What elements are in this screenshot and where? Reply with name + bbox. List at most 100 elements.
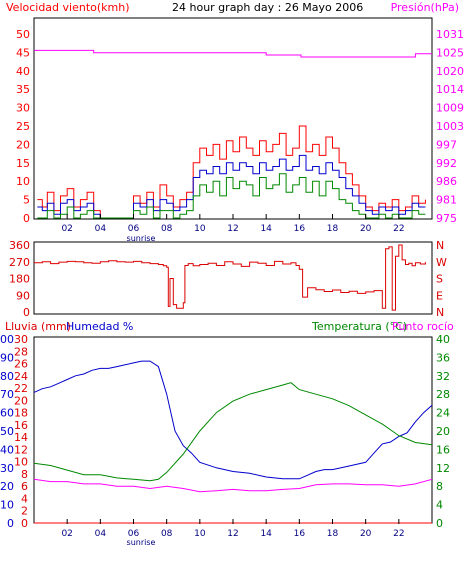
x-tick-label: 10 — [194, 529, 206, 539]
x-tick-label: 18 — [327, 224, 339, 234]
pressure-tick-label: 1014 — [436, 83, 464, 96]
direction-tick-label: 0 — [23, 306, 30, 319]
temperature-tick-label: 20 — [436, 425, 450, 438]
temperature-tick-label: 36 — [436, 351, 450, 364]
x-tick-label: 04 — [95, 224, 107, 234]
rain-tick-label: 0 — [21, 517, 28, 530]
rain-tick-label: 22 — [14, 382, 28, 395]
temperature-tick-label: 16 — [436, 443, 450, 456]
dewpoint-axis-label: Punto rocío — [392, 320, 454, 333]
rain-tick-label: 2 — [21, 505, 28, 518]
temperature-tick-label: 40 — [436, 333, 450, 346]
humidity-tick-label: 70 — [0, 388, 14, 401]
x-tick-label: 08 — [161, 224, 173, 234]
humidity-tick-label: 30 — [0, 462, 14, 475]
pressure-tick-label: 975 — [436, 212, 457, 225]
x-tick-label: 08 — [161, 529, 173, 539]
humidity-tick-label: 0 — [7, 517, 14, 530]
compass-tick-label: N — [436, 239, 444, 252]
temperature-tick-label: 24 — [436, 407, 450, 420]
x-tick-label: 14 — [260, 224, 272, 234]
rain-axis-label: Lluvia (mm) — [5, 320, 71, 333]
rain-tick-label: 28 — [14, 345, 28, 358]
x-tick-label: 12 — [227, 224, 238, 234]
temperature-tick-label: 32 — [436, 370, 450, 383]
pressure-tick-label: 1003 — [436, 120, 464, 133]
rain-tick-label: 30 — [14, 333, 28, 346]
wind-tick-label: 25 — [16, 120, 30, 133]
average-series-line — [37, 154, 426, 219]
wind-pressure-chart: Velocidad viento(kmh) 24 hour graph day … — [6, 1, 464, 243]
direction-series — [34, 244, 426, 311]
humidity-series-line — [33, 360, 433, 480]
humidity-temperature-chart: Lluvia (mm) Humedad % Temperatura (°C) P… — [0, 320, 454, 547]
humidity-tick-label: 50 — [0, 425, 14, 438]
x-tick-label: 10 — [194, 224, 206, 234]
x-tick-label: 06 — [128, 529, 140, 539]
temperature-axis-label: Temperatura (°C) — [311, 320, 407, 333]
pressure-tick-label: 1020 — [436, 65, 464, 78]
compass-tick-label: S — [436, 273, 443, 286]
direction-tick-label: 90 — [16, 289, 30, 302]
chart-title: 24 hour graph day : 26 Mayo 2006 — [172, 1, 363, 14]
pressure-tick-label: 997 — [436, 138, 457, 151]
rain-tick-label: 26 — [14, 358, 28, 371]
humidity-tick-label: 10 — [0, 499, 14, 512]
pressure-tick-label: 1031 — [436, 28, 464, 41]
compass-tick-label: W — [436, 256, 447, 269]
wind-tick-label: 35 — [16, 83, 30, 96]
wind-tick-label: 30 — [16, 102, 30, 115]
rain-tick-label: 8 — [21, 468, 28, 481]
direction-tick-label: 360 — [9, 239, 30, 252]
pressure-tick-label: 1009 — [436, 102, 464, 115]
x-tick-label: 12 — [227, 529, 238, 539]
sunrise-label: sunrise — [127, 234, 156, 243]
rain-tick-label: 4 — [21, 492, 28, 505]
humidity-tick-label: 60 — [0, 407, 14, 420]
pressure-tick-labels: 1031 1025 1020 1014 1009 1003 997 992 986 981 975 — [436, 28, 464, 225]
temperature-tick-label: 0 — [436, 517, 443, 530]
wind-tick-label: 40 — [16, 65, 30, 78]
temperature-tick-label: 28 — [436, 388, 450, 401]
direction-degree-tick-labels: 360 270 180 90 0 — [9, 239, 30, 319]
direction-tick-label: 180 — [9, 273, 30, 286]
rain-tick-label: 20 — [14, 394, 28, 407]
x-tick-label: 02 — [61, 224, 72, 234]
wind-tick-label: 45 — [16, 46, 30, 59]
temperature-tick-label: 8 — [436, 480, 443, 493]
wind-tick-label: 0 — [23, 212, 30, 225]
x-tick-label: 22 — [393, 529, 404, 539]
pressure-tick-label: 986 — [436, 175, 457, 188]
wind-tick-label: 20 — [16, 138, 30, 151]
x-tick-label: 18 — [327, 529, 339, 539]
x-tick-label: 02 — [61, 529, 72, 539]
temperature-tick-label: 12 — [436, 462, 450, 475]
minimum-series-line — [37, 173, 426, 219]
x-tick-label: 14 — [260, 529, 272, 539]
pressure-tick-label: 992 — [436, 157, 457, 170]
pressure-series-line — [34, 49, 432, 58]
rain-tick-label: 10 — [14, 456, 28, 469]
rain-tick-label: 24 — [14, 370, 28, 383]
rain-tick-label: 14 — [14, 431, 28, 444]
wind-tick-label: 10 — [16, 175, 30, 188]
humidity-axis-label: Humedad % — [66, 320, 133, 333]
x-tick-label: 04 — [95, 529, 107, 539]
humidity-temperature-series — [33, 360, 433, 524]
humidity-tick-label: 40 — [0, 443, 14, 456]
direction-series-line — [34, 244, 426, 311]
temperature-tick-label: 4 — [436, 499, 443, 512]
wind-speed-axis-label: Velocidad viento(kmh) — [6, 1, 130, 14]
pressure-tick-label: 981 — [436, 194, 457, 207]
compass-tick-label: N — [436, 306, 444, 319]
wind-tick-label: 15 — [16, 157, 30, 170]
rain-tick-label: 16 — [14, 419, 28, 432]
gust-series-line — [37, 125, 426, 219]
pressure-axis-label: Presión(hPa) — [391, 1, 459, 14]
wind-tick-label: 5 — [23, 194, 30, 207]
